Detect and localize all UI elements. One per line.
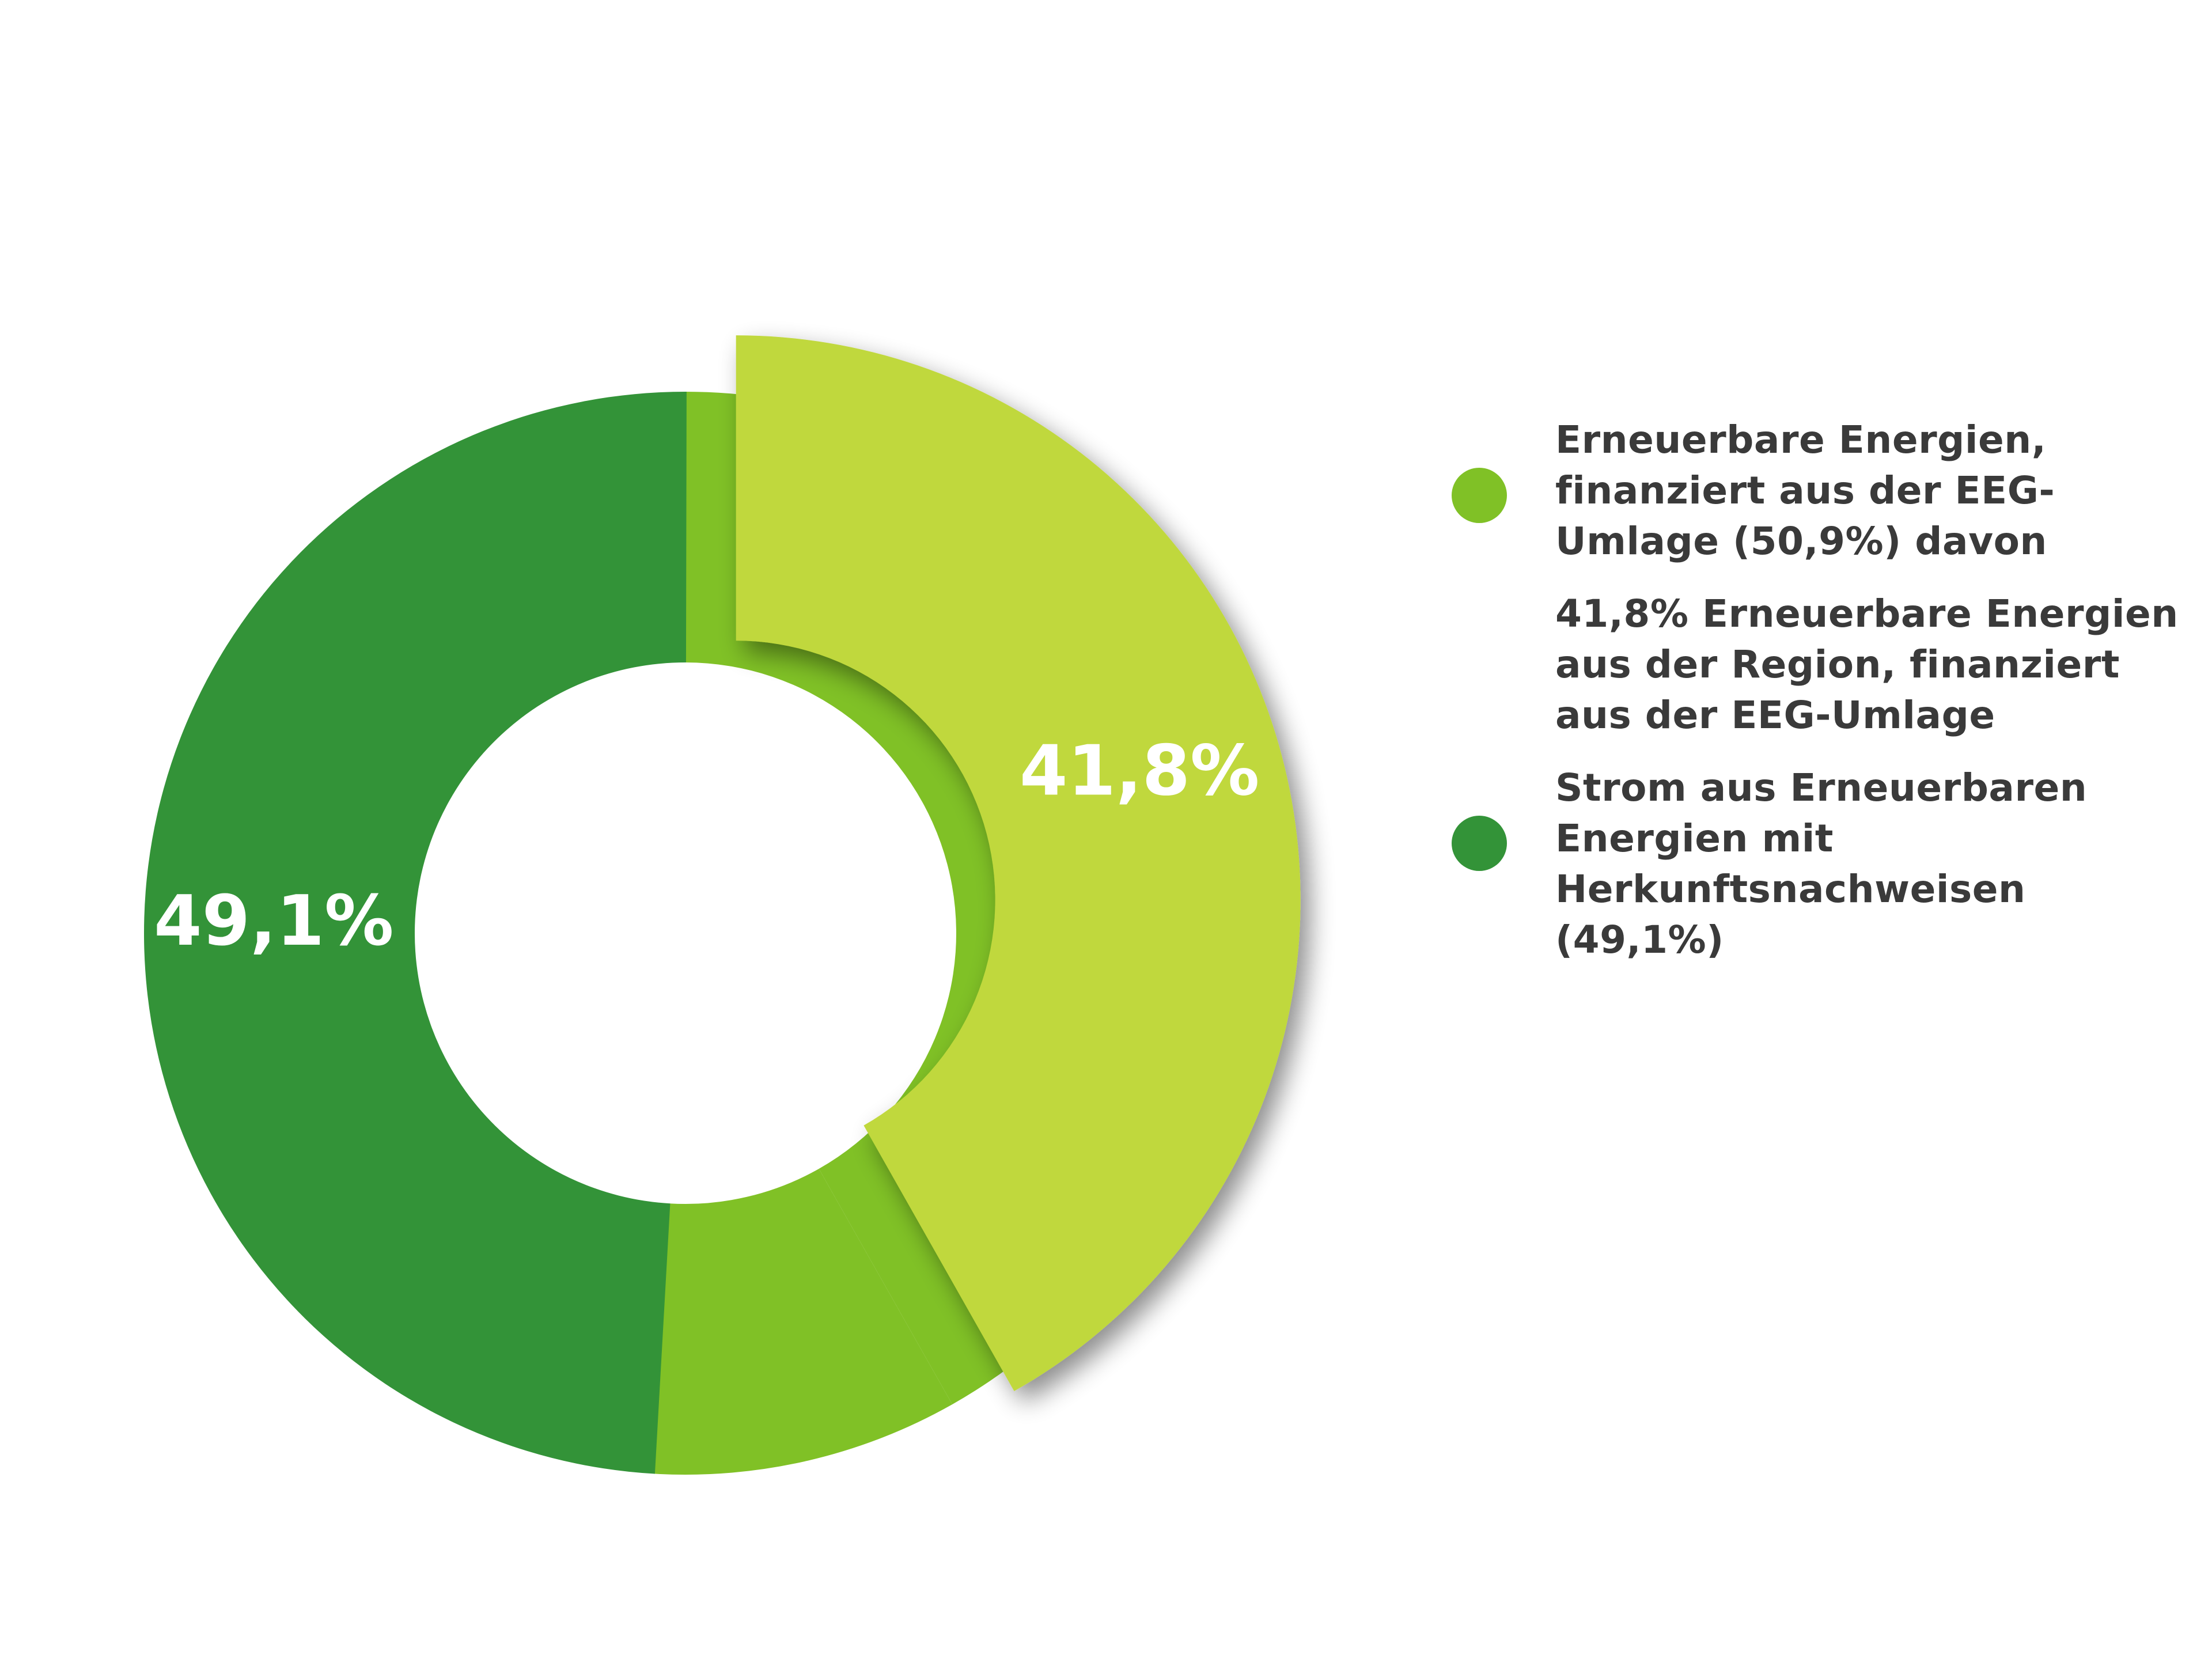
legend-dot-herkunft (1452, 816, 1507, 871)
legend-dot-eeg (1452, 468, 1507, 523)
slice-region (736, 335, 1301, 1391)
slice-label-region: 41,8% (1020, 732, 1259, 812)
legend-text-eeg: Erneuerbare Energien, finanziert aus der… (1555, 418, 2055, 563)
slice-eeg-rest (653, 1168, 953, 1475)
slices-layer (144, 335, 1301, 1475)
legend-text-herkunft: Strom aus Erneuerbaren Energien mit Herk… (1555, 766, 2088, 962)
legend-item-region: 41,8% Erneuerbare Energien aus der Regio… (1452, 589, 2200, 741)
legend-item-eeg: Erneuerbare Energien, finanziert aus der… (1452, 415, 2200, 567)
slice-label-herkunft: 49,1% (154, 881, 393, 961)
slice-herkunft (144, 392, 687, 1474)
legend-item-herkunft: Strom aus Erneuerbaren Energien mit Herk… (1452, 763, 2200, 965)
legend-text-region: 41,8% Erneuerbare Energien aus der Regio… (1555, 592, 2179, 737)
labels-layer: 49,1% 41,8% (154, 732, 1259, 961)
legend: Erneuerbare Energien, finanziert aus der… (1452, 415, 2200, 965)
